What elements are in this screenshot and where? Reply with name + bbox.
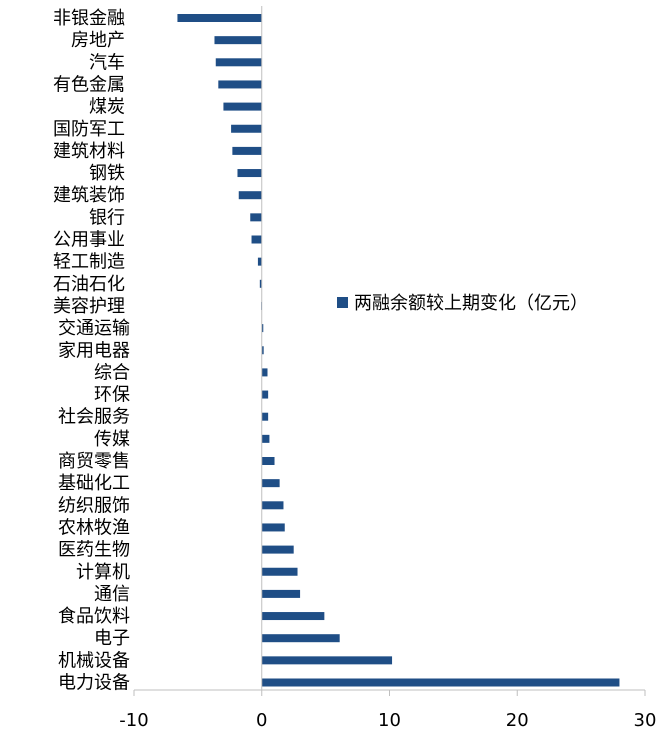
bar <box>261 589 301 598</box>
bar <box>177 14 262 22</box>
category-label: 有色金属 <box>53 74 125 95</box>
bar <box>261 368 268 377</box>
legend: 两融余额较上期变化（亿元） <box>337 293 588 314</box>
category-label: 基础化工 <box>58 473 130 494</box>
x-tick-label: 30 <box>634 710 657 731</box>
bar <box>261 634 340 643</box>
bar <box>261 567 298 576</box>
legend-label: 两融余额较上期变化（亿元） <box>354 293 588 314</box>
bar <box>261 434 270 443</box>
category-label: 建筑装饰 <box>53 185 125 206</box>
category-label: 建筑材料 <box>53 141 125 162</box>
bar <box>261 545 294 554</box>
bar <box>259 279 262 288</box>
bar <box>223 102 262 111</box>
bar <box>231 124 262 133</box>
x-tick-label: 20 <box>506 710 529 731</box>
category-label: 通信 <box>94 584 130 605</box>
category-label: 计算机 <box>76 562 130 583</box>
category-label: 社会服务 <box>58 407 130 428</box>
bar <box>232 146 262 155</box>
bar <box>257 257 262 266</box>
category-label: 煤炭 <box>89 97 125 118</box>
bar <box>251 235 262 244</box>
bar <box>238 191 262 200</box>
category-label: 医药生物 <box>58 540 130 561</box>
bar <box>261 324 264 333</box>
bar <box>261 656 393 665</box>
category-label: 交通运输 <box>58 318 130 339</box>
category-label: 公用事业 <box>53 230 125 251</box>
bar <box>237 169 262 178</box>
category-label: 房地产 <box>71 30 125 51</box>
category-label: 钢铁 <box>89 163 125 184</box>
category-label: 汽车 <box>89 52 125 73</box>
bar <box>261 479 280 488</box>
legend-swatch <box>337 297 348 308</box>
category-label: 国防军工 <box>53 119 125 140</box>
category-label: 综合 <box>94 362 130 383</box>
bar <box>261 678 620 687</box>
bar <box>261 412 269 421</box>
bar <box>261 612 325 621</box>
category-label: 传媒 <box>94 429 130 450</box>
category-label: 非银金融 <box>53 8 125 29</box>
category-label: 纺织服饰 <box>58 495 130 516</box>
bar <box>218 80 262 89</box>
x-tick-label: 10 <box>378 710 401 731</box>
category-label: 银行 <box>89 207 125 228</box>
x-tick-label: -10 <box>119 710 148 731</box>
category-label: 农林牧渔 <box>58 517 130 538</box>
bar <box>215 58 262 67</box>
category-labels: 非银金融房地产汽车有色金属煤炭国防军工建筑材料钢铁建筑装饰银行公用事业轻工制造石… <box>53 8 130 694</box>
bar <box>261 457 275 465</box>
category-label: 商贸零售 <box>58 451 130 472</box>
bar <box>261 390 269 399</box>
x-axis-ticks: -10 0 10 20 30 <box>119 690 656 731</box>
category-label: 美容护理 <box>53 296 125 317</box>
x-tick-label: 0 <box>256 710 267 731</box>
category-label: 石油石化 <box>53 274 125 295</box>
bar <box>250 213 262 222</box>
category-label: 电力设备 <box>58 673 130 694</box>
bar <box>214 36 262 45</box>
category-label: 环保 <box>94 385 130 406</box>
bar <box>261 501 284 510</box>
bar <box>261 523 285 532</box>
category-label: 家用电器 <box>58 340 130 361</box>
category-label: 食品饮料 <box>58 606 130 627</box>
category-label: 轻工制造 <box>53 252 125 273</box>
category-label: 机械设备 <box>58 650 130 671</box>
bars-group <box>177 14 620 687</box>
category-label: 电子 <box>94 628 130 649</box>
bar <box>261 346 264 355</box>
